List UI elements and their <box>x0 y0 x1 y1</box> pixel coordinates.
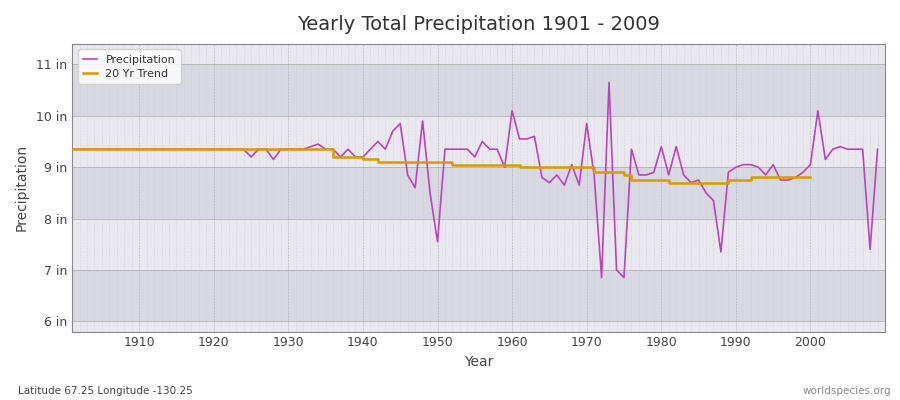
Bar <box>72 64 885 116</box>
Bar <box>72 116 885 167</box>
Bar <box>72 321 885 332</box>
20 Yr Trend <box>805 175 815 180</box>
Text: Latitude 67.25 Longitude -130.25: Latitude 67.25 Longitude -130.25 <box>18 386 193 396</box>
Precipitation <box>67 147 77 152</box>
Y-axis label: Precipitation: Precipitation <box>15 144 29 231</box>
Line: 20 Yr Trend: 20 Yr Trend <box>72 149 810 182</box>
Precipitation <box>291 147 302 152</box>
20 Yr Trend <box>507 162 517 167</box>
X-axis label: Year: Year <box>464 355 493 369</box>
Precipitation <box>604 80 615 85</box>
20 Yr Trend <box>663 180 674 185</box>
20 Yr Trend <box>447 162 458 167</box>
Precipitation <box>611 268 622 272</box>
Text: worldspecies.org: worldspecies.org <box>803 386 891 396</box>
Precipitation <box>500 165 510 170</box>
Precipitation <box>596 275 607 280</box>
20 Yr Trend <box>752 175 763 180</box>
Bar <box>72 44 885 64</box>
Bar <box>72 270 885 321</box>
Precipitation <box>507 108 517 113</box>
Precipitation <box>872 147 883 152</box>
Precipitation <box>335 154 346 159</box>
20 Yr Trend <box>209 147 220 152</box>
20 Yr Trend <box>238 147 249 152</box>
20 Yr Trend <box>67 147 77 152</box>
Title: Yearly Total Precipitation 1901 - 2009: Yearly Total Precipitation 1901 - 2009 <box>297 15 660 34</box>
Precipitation <box>126 147 137 152</box>
Line: Precipitation: Precipitation <box>72 82 878 278</box>
Bar <box>72 218 885 270</box>
Bar <box>72 167 885 218</box>
20 Yr Trend <box>775 175 786 180</box>
Legend: Precipitation, 20 Yr Trend: Precipitation, 20 Yr Trend <box>77 50 181 84</box>
